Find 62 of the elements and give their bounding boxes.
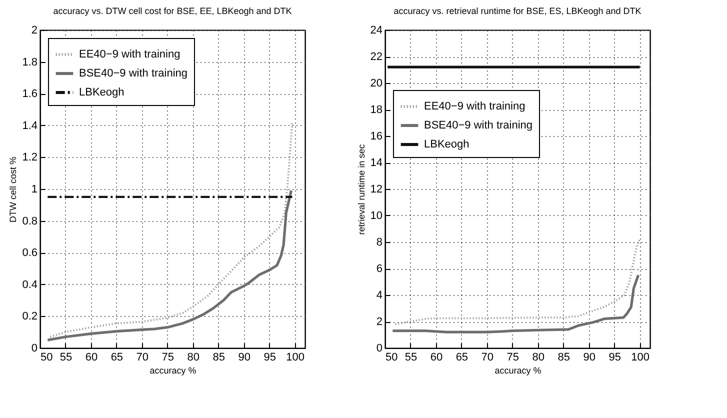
y-axis-title: retrieval runtime in sec <box>356 144 366 235</box>
y-tick-label: 1 <box>31 184 38 196</box>
y-tick-label: 2 <box>31 24 38 36</box>
x-tick-label: 50 <box>40 352 53 364</box>
y-tick-label: 22 <box>370 51 382 63</box>
x-tick-label: 55 <box>404 352 418 364</box>
x-tick-label: 55 <box>60 352 72 364</box>
line-series <box>46 189 293 342</box>
x-tick-label: 75 <box>162 352 174 364</box>
x-tick-label: 95 <box>264 352 276 364</box>
y-tick-label: 8 <box>376 236 382 248</box>
legend-label: EE40−9 with training <box>424 100 526 112</box>
chart-title: accuracy vs. DTW cell cost for BSE, EE, LBKeogh and DTK <box>53 6 292 16</box>
x-tick-label: 60 <box>430 352 443 364</box>
x-tick-label: 65 <box>456 352 468 364</box>
x-tick-label: 100 <box>631 352 650 364</box>
x-tick-label: 85 <box>212 352 225 364</box>
y-tick-label: 0.8 <box>22 215 38 228</box>
y-tick-label: 20 <box>370 78 382 90</box>
legend-label: EE40−9 with training <box>79 48 180 60</box>
y-tick-label: 1.4 <box>22 120 38 132</box>
y-tick-label: 0.2 <box>22 310 38 323</box>
y-tick-label: 0.4 <box>22 278 38 291</box>
x-tick-label: 65 <box>110 352 124 364</box>
y-tick-label: 1.6 <box>22 88 38 100</box>
x-tick-label: 80 <box>532 352 545 364</box>
x-tick-label: 90 <box>583 352 596 364</box>
legend-label: LBKeogh <box>424 138 470 150</box>
x-tick-label: 75 <box>506 352 520 364</box>
x-axis-title: accuracy % <box>494 366 542 376</box>
line-series <box>391 274 640 334</box>
x-tick-label: 90 <box>238 352 250 364</box>
x-axis-title: accuracy % <box>150 366 196 376</box>
y-tick-label: 12 <box>370 184 382 196</box>
y-tick-label: 14 <box>370 157 382 169</box>
y-tick-label: 1.8 <box>22 56 38 68</box>
line-series <box>49 121 294 338</box>
x-tick-label: 60 <box>85 352 98 364</box>
x-tick-label: 95 <box>608 352 621 364</box>
y-tick-label: 16 <box>370 130 382 142</box>
x-tick-label: 80 <box>187 352 200 364</box>
y-tick-label: 18 <box>370 104 382 116</box>
y-tick-label: 24 <box>370 24 382 36</box>
y-tick-label: 6 <box>376 263 382 275</box>
x-tick-label: 70 <box>481 352 494 364</box>
y-tick-label: 1.2 <box>22 152 38 164</box>
y-tick-label: 10 <box>370 210 382 222</box>
y-tick-label: 2 <box>376 316 382 328</box>
legend-label: BSE40−9 with training <box>79 68 188 80</box>
x-tick-label: 70 <box>136 352 149 364</box>
line-series <box>394 238 641 326</box>
y-tick-label: 4 <box>376 290 382 302</box>
y-tick-label: 0 <box>376 342 382 354</box>
legend-label: LBKeogh <box>79 86 124 98</box>
chart-title: accuracy vs. retrieval runtime for BSE, ES, LBKeogh and DTK <box>394 6 642 16</box>
y-tick-label: 0 <box>31 342 38 354</box>
legend-label: BSE40−9 with training <box>424 120 533 132</box>
y-axis-title: DTW cell cost % <box>8 156 18 223</box>
x-tick-label: 50 <box>386 352 398 364</box>
x-tick-label: 100 <box>286 352 304 364</box>
y-tick-label: 0.6 <box>22 247 38 260</box>
x-tick-label: 85 <box>558 352 570 364</box>
